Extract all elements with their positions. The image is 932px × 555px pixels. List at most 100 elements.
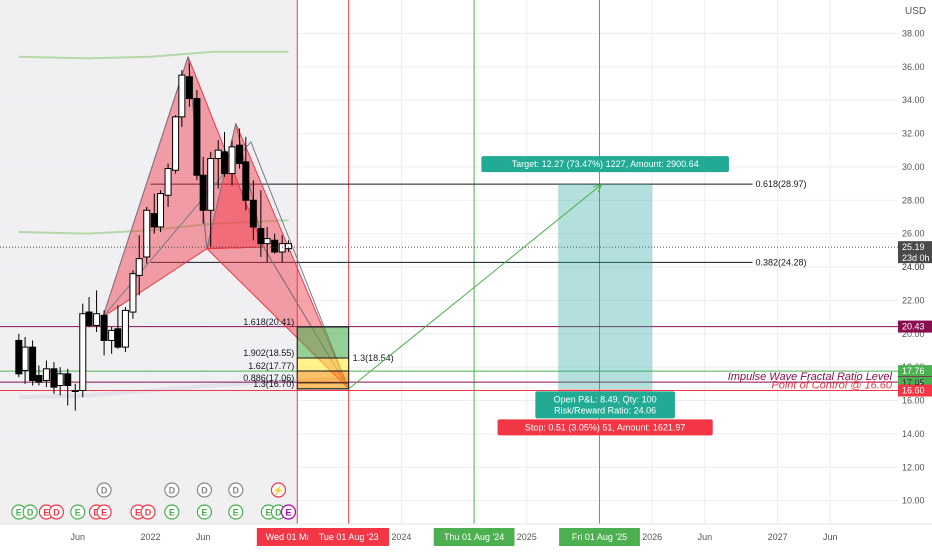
time-tick-label: 2025: [517, 532, 537, 542]
event-marker-text: E: [135, 508, 141, 518]
fib-box-border: [296, 326, 350, 390]
fib-box-label: 1.618(20.41): [243, 317, 294, 327]
candle-body: [143, 209, 151, 258]
candle-body: [263, 238, 271, 245]
event-marker-text: E: [233, 508, 239, 518]
time-highlight-label: Wed 01 Mar '23: [266, 532, 329, 542]
price-label-bg: [898, 320, 932, 333]
pnl-label-text: Open P&L: 8.49, Qty: 100: [554, 394, 657, 404]
candle-body: [157, 193, 165, 228]
time-highlight-label: Thu 01 Aug '24: [444, 532, 504, 542]
event-marker-text: E: [16, 508, 22, 518]
candle-body: [100, 314, 108, 341]
candle-body: [199, 174, 207, 211]
candle-body: [35, 374, 43, 383]
candle-body: [185, 76, 193, 99]
price-tick-label: 28.00: [902, 195, 925, 205]
event-marker: [270, 482, 287, 498]
candle-body: [178, 74, 186, 118]
candle-body: [42, 368, 50, 381]
candle-body: [121, 309, 129, 348]
fib-box-label: 1.902(18.55): [243, 348, 294, 358]
candle-body: [207, 158, 215, 211]
event-marker-text: D: [169, 486, 176, 496]
price-label: 24.00: [902, 262, 925, 272]
event-marker-text: D: [145, 508, 152, 518]
event-marker-text: E: [75, 508, 81, 518]
candle-body: [193, 97, 201, 176]
event-marker-text: D: [275, 508, 282, 518]
harmonic-extra-leg: [102, 140, 350, 390]
price-label-bg: [898, 384, 932, 397]
time-highlight-bg: [559, 528, 640, 546]
candle-body: [15, 339, 23, 375]
price-tick-label: 12.00: [902, 462, 925, 472]
event-marker: [96, 482, 112, 498]
event-marker-text: D: [101, 486, 108, 496]
target-label-text: Target: 12.27 (73.47%) 1227, Amount: 290…: [512, 159, 699, 169]
candle-body: [278, 243, 286, 253]
price-label: 20.43: [902, 322, 925, 332]
candle-body: [71, 389, 79, 392]
time-highlight-label: Tue 01 Aug '23: [319, 532, 379, 542]
fib-level-label: 0.382(24.28): [756, 257, 807, 267]
price-label: 16.60: [902, 385, 925, 395]
candle-body: [284, 243, 292, 250]
candle-body: [214, 149, 222, 160]
candle-body: [93, 313, 101, 326]
event-marker-text: D: [27, 508, 34, 518]
candle-body: [242, 161, 250, 201]
ma-upper-line: [18, 50, 289, 60]
time-tick-label: Jun: [698, 532, 713, 542]
candle-body: [271, 239, 279, 253]
fib-box-outside-label: 1.3(18.54): [353, 353, 394, 363]
time-highlight-bg: [433, 528, 515, 546]
pnl-label-text: Risk/Reward Ratio: 24.06: [554, 405, 656, 415]
harmonic-outline: [102, 56, 350, 390]
event-marker: [196, 504, 213, 520]
candle-body: [108, 329, 116, 341]
stop-label-text: Stop: 0.51 (3.05%) 51, Amount: 1621.97: [525, 422, 686, 432]
time-tick-label: 2024: [391, 532, 411, 542]
event-marker: [164, 504, 180, 520]
annotation-text: Point of Control @ 16.60: [771, 379, 893, 391]
event-marker: [280, 504, 297, 520]
price-label: 25.19: [902, 242, 925, 252]
event-marker-text: E: [169, 508, 175, 518]
event-marker: [96, 504, 112, 520]
fib-box-zone-green: [297, 326, 349, 358]
candle-body: [221, 151, 228, 175]
candle-body: [150, 213, 158, 228]
fib-box-zone-yellow: [297, 357, 349, 371]
fib-box-label: 0.886(17.06): [243, 373, 294, 383]
event-marker: [196, 482, 213, 498]
fib-box: 1.618(20.41) 1.902(18.55) 1.62(17.77) 0.886…: [243, 317, 394, 390]
candle-body: [79, 313, 87, 391]
candle-body: [249, 199, 257, 228]
candle-body: [172, 116, 180, 171]
price-label: 17.06: [902, 378, 925, 388]
candle-body: [85, 311, 93, 326]
candle-body: [56, 373, 64, 386]
time-tick-label: 2027: [768, 532, 788, 542]
time-tick-label: 2026: [642, 532, 662, 542]
price-tick-label: 32.00: [902, 129, 925, 139]
ma-mid-line: [18, 219, 289, 235]
price-label-bg: [898, 365, 932, 378]
pnl-label-bg: [535, 391, 675, 419]
target-label-bg: [481, 156, 729, 173]
candle-body: [135, 258, 143, 276]
candle-body: [236, 144, 244, 165]
price-tick-label: 22.00: [902, 295, 925, 305]
candle-body: [129, 273, 137, 313]
trend-arrow-line: [348, 183, 603, 390]
event-marker-text: E: [43, 508, 49, 518]
event-marker-text: E: [101, 508, 107, 518]
fib-box-label: 1.3(16.70): [253, 379, 294, 389]
time-tick-label: 2022: [140, 532, 160, 542]
time-highlight-label: Fri 01 Aug '25: [572, 532, 627, 542]
candle-body: [29, 346, 37, 381]
